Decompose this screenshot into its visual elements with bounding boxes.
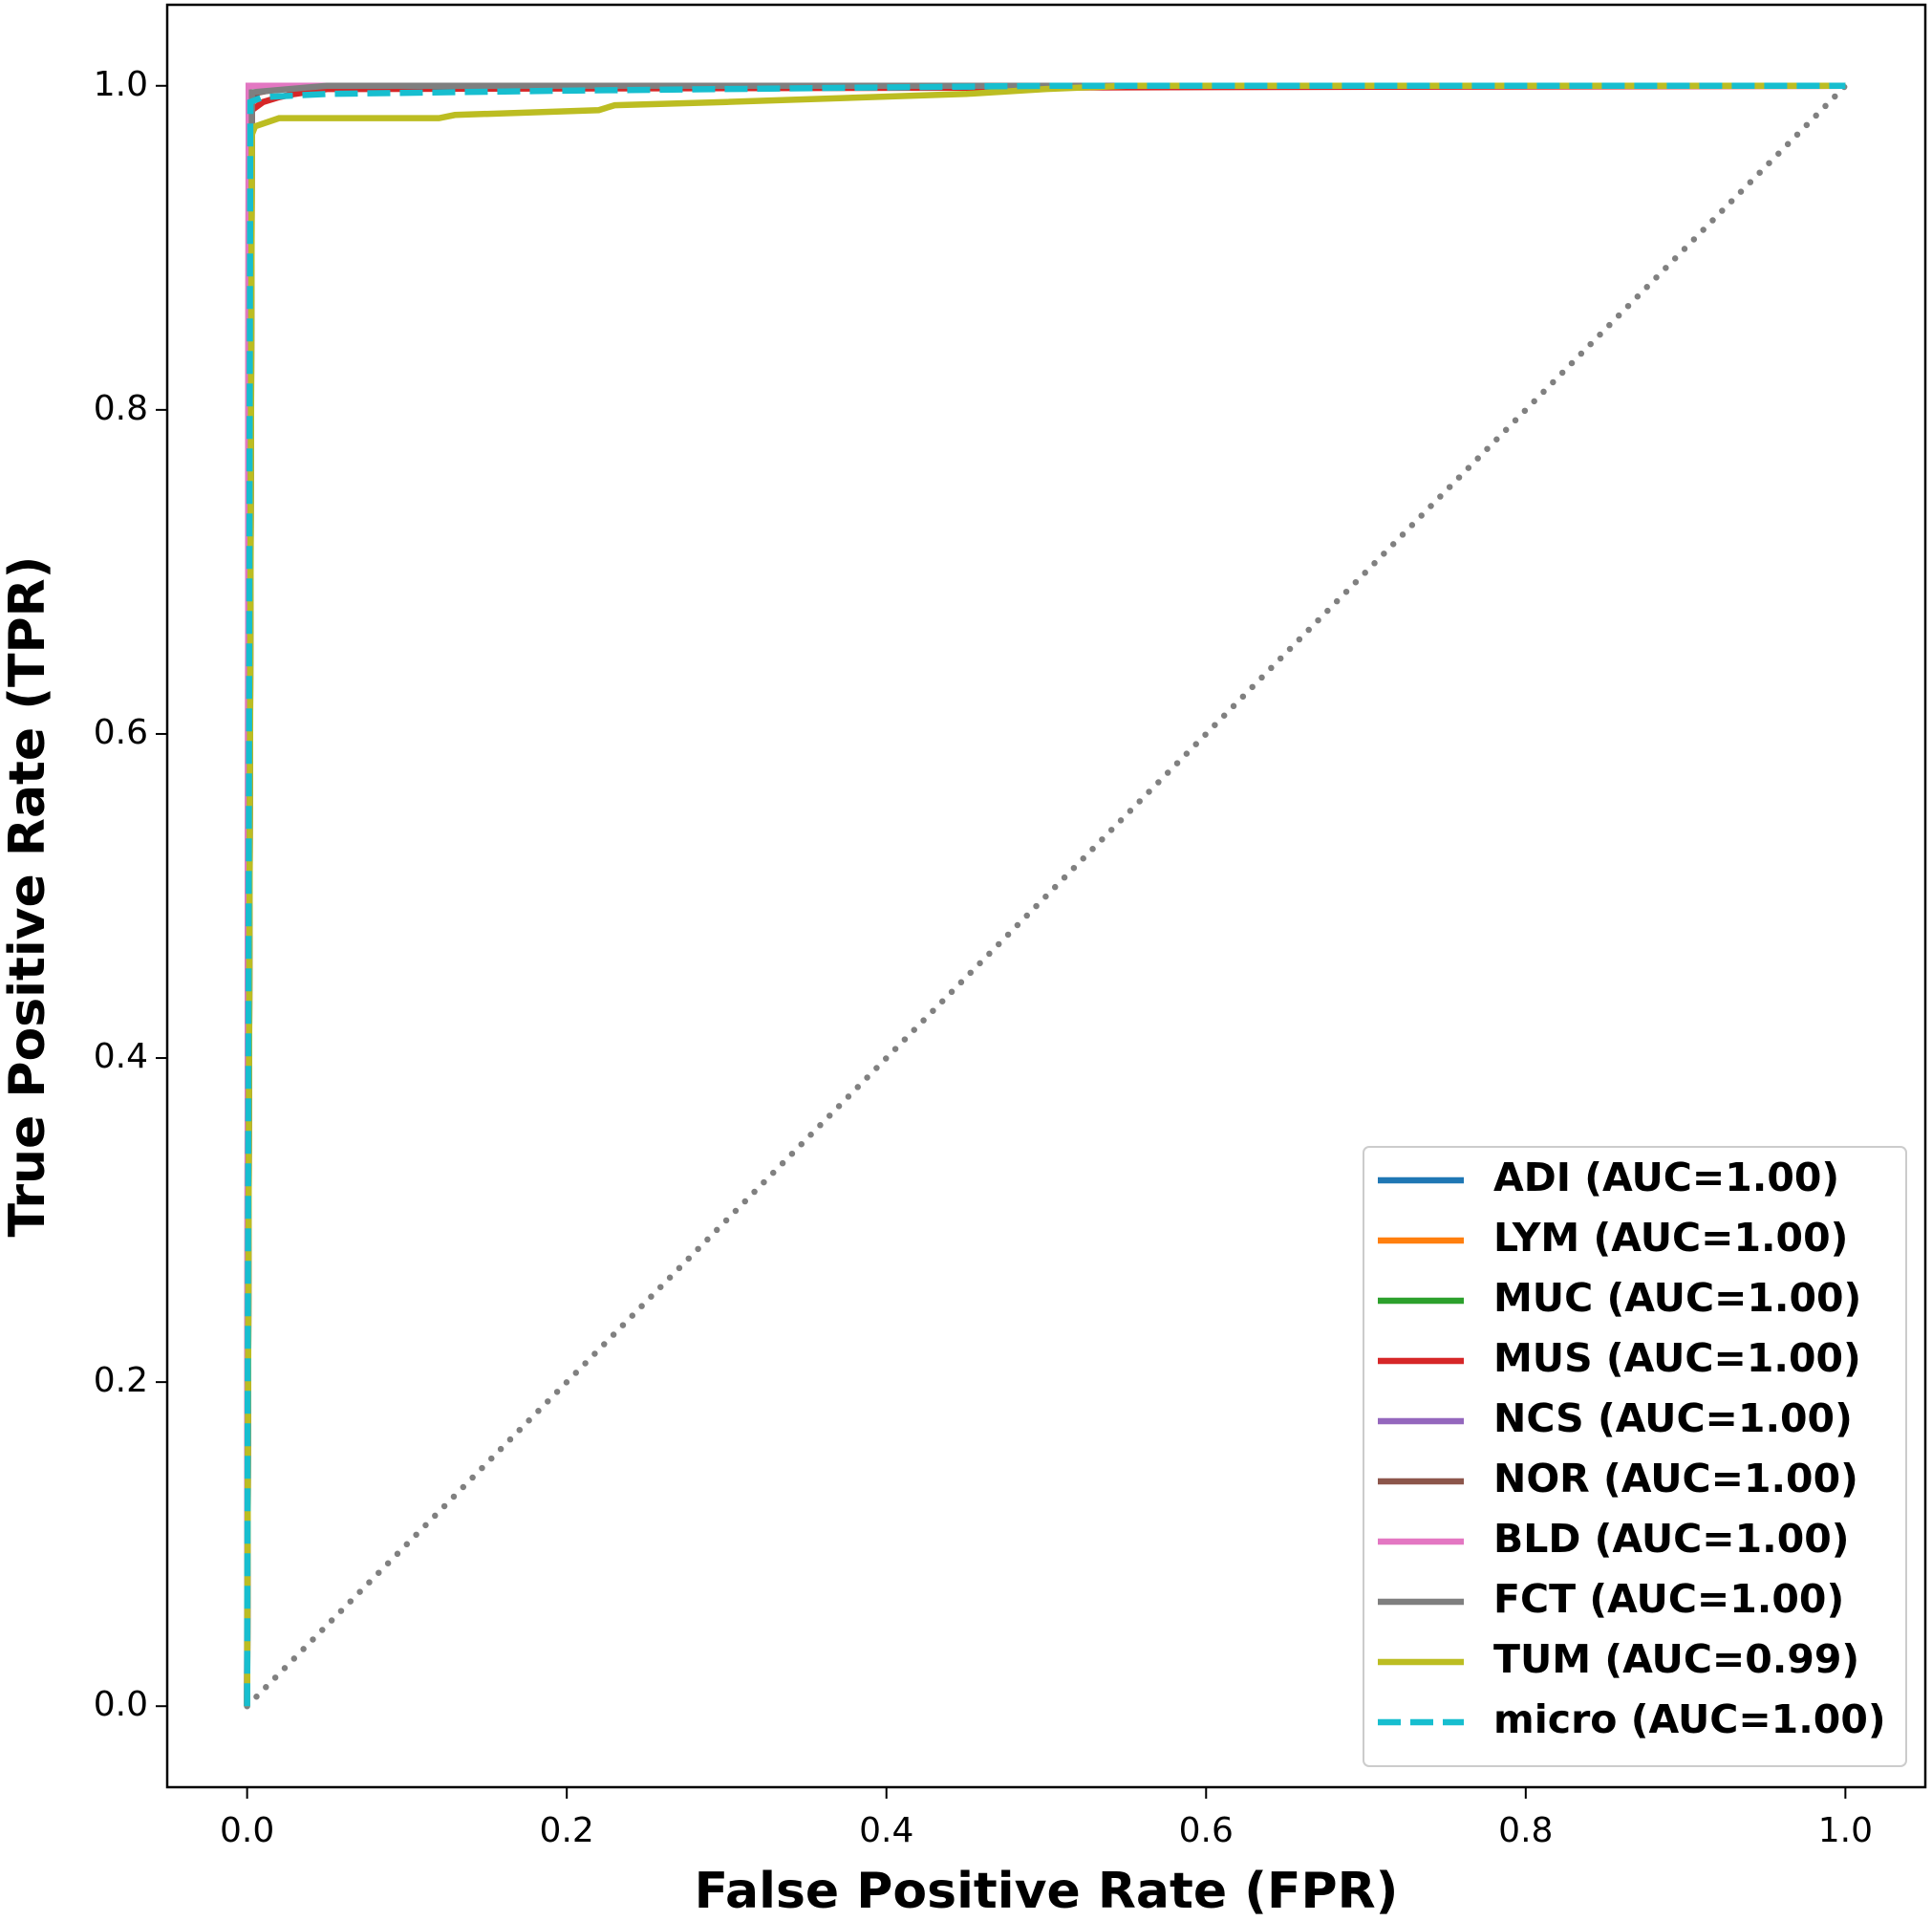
x-tick-label: 0.6: [1179, 1811, 1234, 1850]
legend-label: LYM (AUC=1.00): [1493, 1215, 1848, 1261]
reference-line: [244, 82, 1849, 1710]
x-tick-label: 0.4: [859, 1811, 913, 1850]
legend-label: NCS (AUC=1.00): [1493, 1395, 1853, 1441]
roc-curve: [244, 82, 1846, 1707]
legend-box: [1363, 1146, 1907, 1767]
y-tick-label: 0.8: [94, 389, 148, 428]
axes-frame: [165, 3, 1927, 1789]
y-tick-label: 0.4: [94, 1037, 148, 1076]
y-axis-label: True Positive Rate (TPR): [0, 556, 56, 1238]
y-tick-label: 0.2: [94, 1361, 148, 1400]
x-axis-label: False Positive Rate (FPR): [695, 1863, 1399, 1920]
x-tick-label: 1.0: [1818, 1811, 1873, 1850]
y-tick-label: 0.6: [94, 713, 148, 752]
legend-label: micro (AUC=1.00): [1493, 1696, 1886, 1742]
roc-curve: [244, 82, 1846, 1707]
legend-label: MUS (AUC=1.00): [1493, 1335, 1861, 1381]
legend-label: FCT (AUC=1.00): [1493, 1576, 1844, 1622]
y-tick-label: 1.0: [94, 65, 148, 104]
legend-label: ADI (AUC=1.00): [1493, 1155, 1839, 1200]
x-tick-label: 0.2: [540, 1811, 594, 1850]
y-tick-label: 0.0: [94, 1685, 148, 1724]
x-tick-label: 0.0: [220, 1811, 274, 1850]
legend-label: MUC (AUC=1.00): [1493, 1275, 1861, 1321]
legend-label: BLD (AUC=1.00): [1493, 1516, 1850, 1562]
legend-label: TUM (AUC=0.99): [1493, 1636, 1859, 1682]
legend-label: NOR (AUC=1.00): [1493, 1456, 1858, 1501]
x-tick-label: 0.8: [1498, 1811, 1553, 1850]
